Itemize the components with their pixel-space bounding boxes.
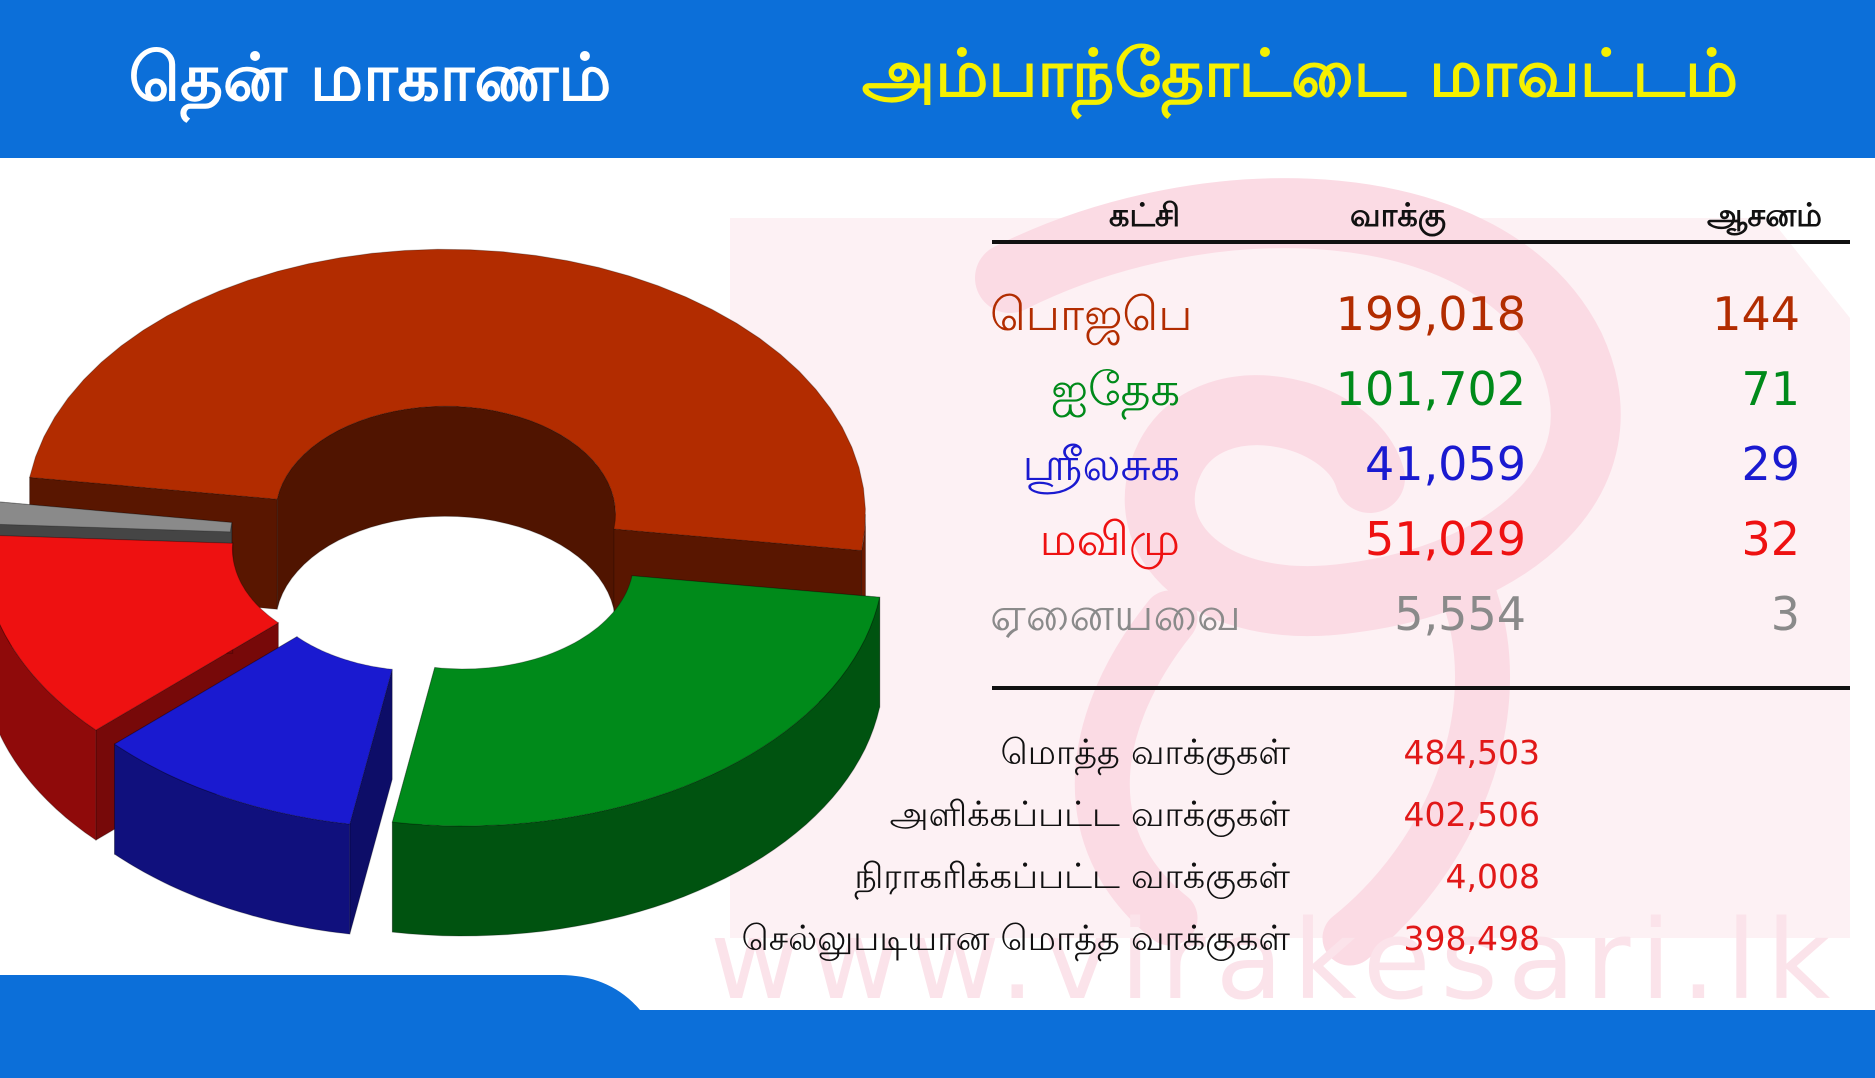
footer-bar xyxy=(0,975,1875,1078)
row-seats: 71 xyxy=(1741,362,1800,416)
summary-label: அளிக்கப்பட்ட வாக்குகள் xyxy=(889,795,1290,835)
donut-slice-2-wall-start xyxy=(349,669,393,935)
table-bottom-rule xyxy=(992,686,1850,690)
district-title: அம்பாந்தோட்டை மாவட்டம் xyxy=(861,35,1739,112)
summary-label: மொத்த வாக்குகள் xyxy=(1000,733,1290,773)
province-title: தென் மாகாணம் xyxy=(128,39,612,116)
row-seats: 3 xyxy=(1770,587,1800,641)
header-seats: ஆசனம் xyxy=(1707,196,1822,234)
table-top-rule xyxy=(992,240,1850,244)
donut-slice-2-top xyxy=(113,636,393,825)
donut-slice-1-outer xyxy=(391,597,881,937)
header-votes: வாக்கு xyxy=(1349,196,1447,234)
row-party: ஸ்ரீலசுக xyxy=(1022,437,1180,491)
donut-slice-3-top xyxy=(0,535,280,731)
row-party: பொஜபெ xyxy=(990,287,1193,341)
donut-chart xyxy=(0,248,881,937)
header-party: கட்சி xyxy=(1109,196,1180,234)
watermark-url: www.virakesari.lk xyxy=(710,896,1841,1024)
donut-slice-4-top xyxy=(0,501,233,533)
row-seats: 32 xyxy=(1741,512,1800,566)
results-table: கட்சி வாக்கு ஆசனம் பொஜபெ 199,018 144 ஐதேக 10… xyxy=(990,180,1850,700)
summary-label: நிராகரிக்கப்பட்ட வாக்குகள் xyxy=(854,857,1290,897)
watermark-logo xyxy=(730,178,1850,966)
summary-row: செல்லுபடியான மொத்த வாக்குகள் 398,498 xyxy=(640,914,1540,974)
summary-value: 484,503 xyxy=(1403,733,1540,772)
donut-slice-0-top xyxy=(28,248,866,552)
donut-slice-0-inner xyxy=(276,405,616,625)
summary-value: 4,008 xyxy=(1445,857,1540,896)
row-seats: 29 xyxy=(1741,437,1800,491)
row-party: ஏனையவை xyxy=(990,587,1241,641)
row-votes: 51,029 xyxy=(1365,512,1526,566)
vote-summary: மொத்த வாக்குகள் 484,503 அளிக்கப்பட்ட வாக்க… xyxy=(640,728,1540,959)
summary-row: மொத்த வாக்குகள் 484,503 xyxy=(640,728,1540,788)
donut-slice-1-top xyxy=(391,575,881,827)
row-party: மவிமு xyxy=(1039,512,1180,566)
summary-value: 402,506 xyxy=(1403,795,1540,834)
row-votes: 5,554 xyxy=(1394,587,1526,641)
row-party: ஐதேக xyxy=(1051,362,1180,416)
row-seats: 144 xyxy=(1712,287,1800,341)
row-votes: 41,059 xyxy=(1365,437,1526,491)
summary-value: 398,498 xyxy=(1403,919,1540,958)
header-bar xyxy=(0,0,1875,158)
row-votes: 199,018 xyxy=(1335,287,1526,341)
donut-slice-3-outer xyxy=(0,623,97,842)
summary-label: செல்லுபடியான மொத்த வாக்குகள் xyxy=(741,919,1290,959)
row-votes: 101,702 xyxy=(1335,362,1526,416)
summary-row: அளிக்கப்பட்ட வாக்குகள் 402,506 xyxy=(640,790,1540,850)
summary-row: நிராகரிக்கப்பட்ட வாக்குகள் 4,008 xyxy=(640,852,1540,912)
